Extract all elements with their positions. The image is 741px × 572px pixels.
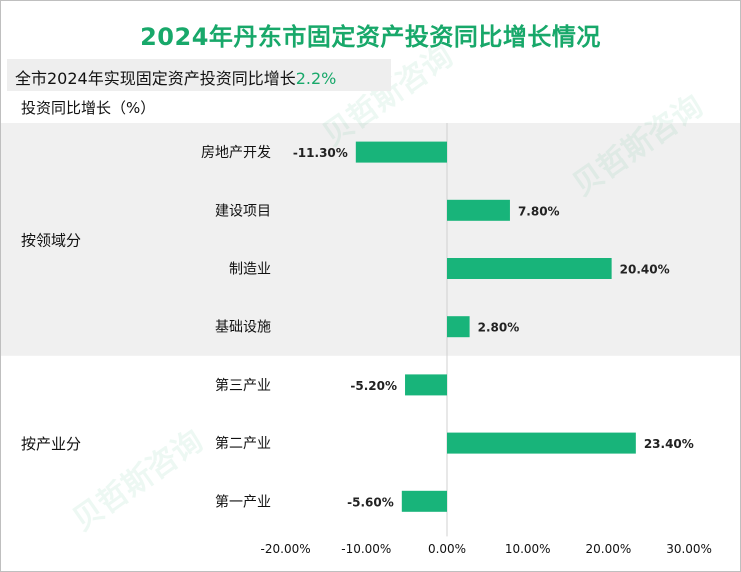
bar-6 bbox=[401, 490, 447, 512]
y-axis-label: 投资同比增长（%） bbox=[21, 99, 156, 117]
data-label-4: -5.20% bbox=[350, 379, 397, 393]
x-tick-label-4: 20.00% bbox=[586, 542, 632, 556]
bar-2 bbox=[447, 258, 612, 279]
summary-label: 全市2024年实现固定资产投资同比增长 bbox=[15, 69, 296, 88]
x-tick-label-1: -10.00% bbox=[341, 542, 391, 556]
summary-text: 全市2024年实现固定资产投资同比增长2.2% bbox=[15, 65, 336, 89]
data-label-3: 2.80% bbox=[478, 321, 520, 335]
category-label-4: 第三产业 bbox=[215, 377, 271, 394]
data-label-0: -11.30% bbox=[293, 146, 348, 160]
x-tick-label-0: -20.00% bbox=[261, 542, 311, 556]
summary-value: 2.2% bbox=[295, 69, 337, 88]
bar-5 bbox=[447, 432, 636, 454]
category-label-0: 房地产开发 bbox=[201, 145, 271, 161]
chart-title: 2024年丹东市固定资产投资同比增长情况 bbox=[140, 23, 601, 51]
category-label-6: 第一产业 bbox=[215, 493, 271, 510]
bar-0 bbox=[355, 141, 447, 163]
bar-1 bbox=[447, 199, 510, 221]
bar-3 bbox=[447, 316, 470, 338]
category-label-1: 建设项目 bbox=[215, 203, 271, 219]
category-label-2: 制造业 bbox=[229, 262, 271, 278]
x-tick-label-5: 30.00% bbox=[666, 542, 712, 556]
data-label-6: -5.60% bbox=[347, 495, 394, 509]
category-label-3: 基础设施 bbox=[215, 319, 271, 336]
x-tick-label-2: 0.00% bbox=[428, 542, 466, 556]
category-label-5: 第二产业 bbox=[215, 435, 271, 452]
bar-4 bbox=[405, 374, 447, 396]
x-tick-label-3: 10.00% bbox=[505, 542, 551, 556]
data-label-2: 20.40% bbox=[620, 263, 670, 277]
data-label-1: 7.80% bbox=[518, 204, 560, 218]
data-label-5: 23.40% bbox=[644, 437, 694, 451]
group-label-0: 按领域分 bbox=[21, 231, 81, 249]
summary-box bbox=[7, 59, 391, 91]
group-label-1: 按产业分 bbox=[21, 435, 81, 453]
